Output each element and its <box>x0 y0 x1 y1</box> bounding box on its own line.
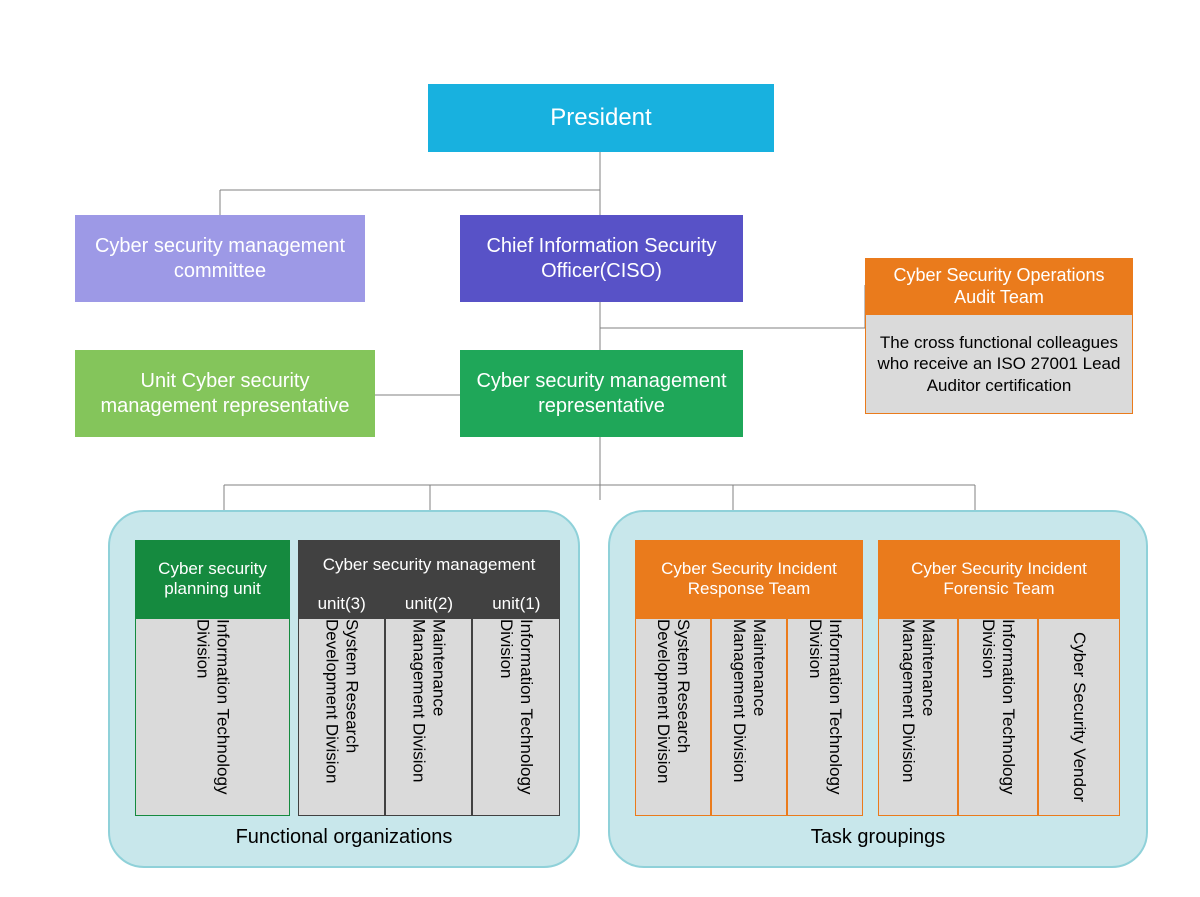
group-management-header: Cyber security management <box>298 540 560 590</box>
cell-label: Information Technology Division <box>805 619 845 815</box>
incident-cell: System Research Development Division <box>635 618 711 816</box>
node-label: Cyber security management representative <box>470 369 733 419</box>
forensic-cell: Information Technology Division <box>958 618 1038 816</box>
cell-label: Information Technology Division <box>193 619 233 815</box>
group-forensic-header: Cyber Security Incident Forensic Team <box>878 540 1120 618</box>
cell-label: Maintenance Management Division <box>409 619 449 815</box>
node-security-committee: Cyber security management committee <box>75 215 365 302</box>
forensic-cell: Maintenance Management Division <box>878 618 958 816</box>
cell-label: Maintenance Management Division <box>898 619 938 815</box>
cell-label: Information Technology Division <box>978 619 1018 815</box>
panel-label-task: Task groupings <box>608 826 1148 849</box>
management-cell: Maintenance Management Division <box>385 618 472 816</box>
org-chart: President Cyber security management comm… <box>0 0 1200 897</box>
cell-label: System Research Development Division <box>322 619 362 815</box>
forensic-cell: Cyber Security Vendor <box>1038 618 1120 816</box>
group-planning-header: Cyber security planning unit <box>135 540 290 618</box>
group-label: Cyber security management <box>323 555 536 575</box>
node-management-representative: Cyber security management representative <box>460 350 743 437</box>
group-incident-response-header: Cyber Security Incident Response Team <box>635 540 863 618</box>
group-management-units-row: unit(3) unit(2) unit(1) <box>298 590 560 618</box>
cell-label: Information Technology Division <box>496 619 536 815</box>
unit-label: unit(1) <box>492 594 540 614</box>
cell-label: Cyber Security Vendor <box>1069 632 1089 802</box>
unit-label: unit(3) <box>318 594 366 614</box>
incident-cell: Information Technology Division <box>787 618 863 816</box>
node-label: Chief Information Security Officer(CISO) <box>470 234 733 284</box>
node-ciso: Chief Information Security Officer(CISO) <box>460 215 743 302</box>
planning-cell: Information Technology Division <box>135 618 290 816</box>
node-unit-representative: Unit Cyber security management represent… <box>75 350 375 437</box>
panel-label-functional: Functional organizations <box>108 826 580 849</box>
node-audit-team-header: Cyber Security Operations Audit Team <box>865 258 1133 314</box>
incident-cell: Maintenance Management Division <box>711 618 787 816</box>
node-label: Cyber Security Operations Audit Team <box>875 264 1123 309</box>
node-audit-team-body: The cross functional colleagues who rece… <box>865 314 1133 414</box>
cell-label: Maintenance Management Division <box>729 619 769 815</box>
node-label: Unit Cyber security management represent… <box>85 369 365 419</box>
group-label: Cyber Security Incident Forensic Team <box>884 559 1114 599</box>
node-label: Cyber security management committee <box>85 234 355 284</box>
group-label: Cyber Security Incident Response Team <box>641 559 857 599</box>
unit-label: unit(2) <box>405 594 453 614</box>
node-label: President <box>550 103 651 133</box>
management-cell: Information Technology Division <box>472 618 560 816</box>
node-president: President <box>428 84 774 152</box>
group-label: Cyber security planning unit <box>141 559 284 599</box>
node-label: The cross functional colleagues who rece… <box>876 332 1122 396</box>
cell-label: System Research Development Division <box>653 619 693 815</box>
management-cell: System Research Development Division <box>298 618 385 816</box>
